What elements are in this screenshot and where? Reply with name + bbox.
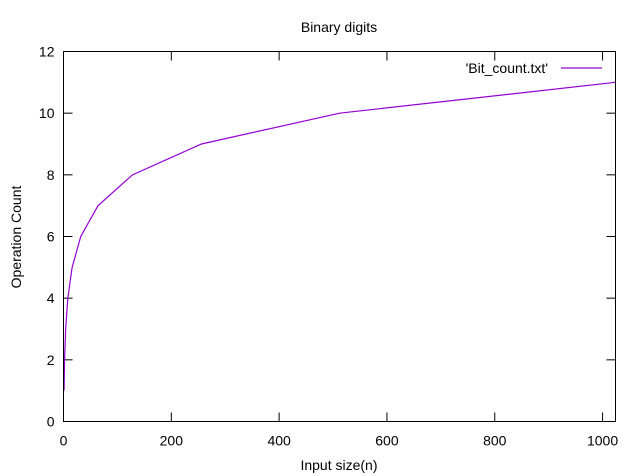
- y-tick-label: 8: [47, 167, 55, 183]
- x-tick-label: 800: [483, 433, 507, 449]
- legend: 'Bit_count.txt': [466, 60, 602, 76]
- chart-title: Binary digits: [301, 19, 377, 35]
- plot-frame: [63, 51, 616, 422]
- x-tick-label: 200: [160, 433, 184, 449]
- x-tick-label: 1000: [587, 433, 618, 449]
- y-tick-label: 2: [47, 352, 55, 368]
- legend-label: 'Bit_count.txt': [466, 60, 548, 76]
- y-tick-label: 10: [39, 105, 55, 121]
- y-tick-label: 12: [39, 44, 55, 60]
- x-tick-label: 600: [375, 433, 399, 449]
- y-tick-label: 0: [47, 414, 55, 430]
- x-tick-label: 0: [60, 433, 68, 449]
- plot-lines: [63, 81, 616, 391]
- x-axis-label: Input size(n): [300, 457, 377, 473]
- y-axis-label: Operation Count: [8, 186, 24, 289]
- series-line: [63, 81, 616, 391]
- y-tick-label: 6: [47, 229, 55, 245]
- y-tick-label: 4: [47, 290, 55, 306]
- axis-ticks: 0 200 400 600 800 1000 0 2 4 6 8 10 12: [39, 44, 618, 449]
- x-tick-label: 400: [267, 433, 291, 449]
